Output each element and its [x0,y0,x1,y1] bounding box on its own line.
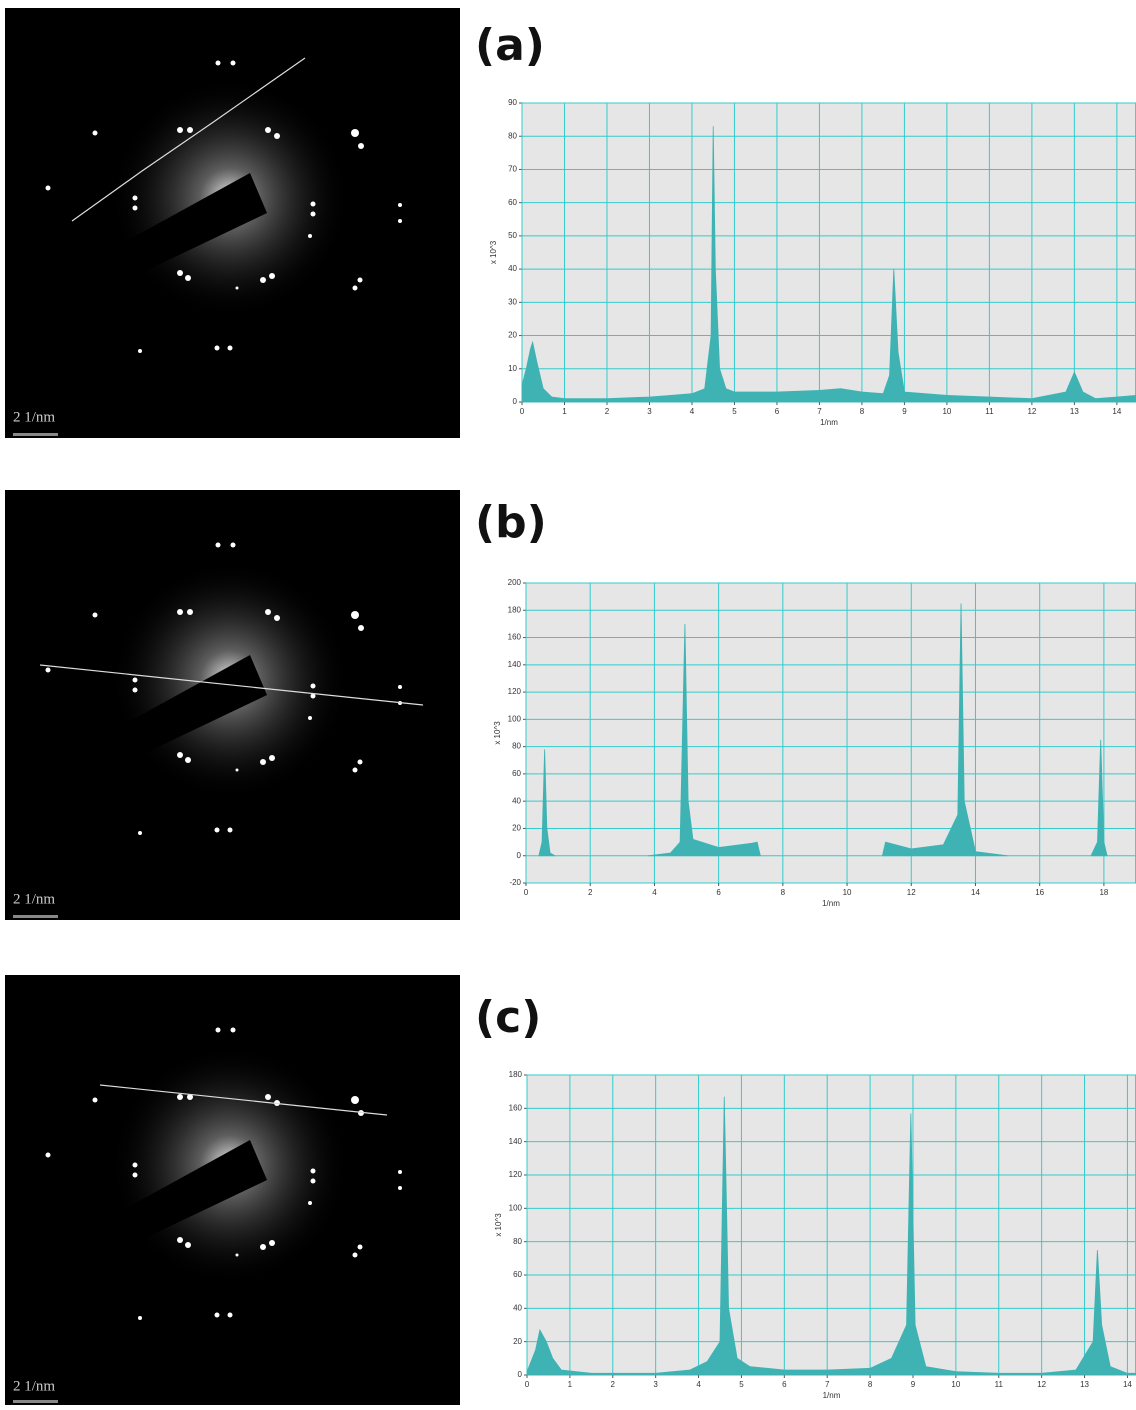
x-tick-label: 10 [942,407,951,416]
profile-area [526,1096,1136,1376]
y-axis-label: x 10^3 [493,721,502,745]
x-tick-label: 12 [1037,1380,1046,1389]
y-axis-label: x 10^3 [489,240,498,264]
y-tick-label: 70 [508,165,517,174]
y-axis-label: x 10^3 [494,1213,503,1237]
y-tick-label: 120 [509,1170,523,1179]
x-tick-label: 8 [868,1380,873,1389]
y-tick-label: 0 [513,397,518,406]
plot-area [521,102,1136,403]
x-tick-label: 5 [739,1380,744,1389]
y-tick-label: 20 [512,824,521,833]
x-tick-label: 2 [605,407,610,416]
y-tick-label: 120 [508,687,522,696]
x-tick-label: 1 [562,407,567,416]
y-tick-label: 160 [508,633,522,642]
y-tick-label: 60 [513,1270,522,1279]
x-tick-label: 11 [995,1380,1004,1389]
plot-area [526,1074,1136,1376]
y-tick-label: 100 [509,1203,523,1212]
x-tick-label: 9 [902,407,907,416]
y-tick-label: 20 [513,1337,522,1346]
y-tick-label: 200 [508,578,522,587]
y-tick-label: 60 [508,198,517,207]
x-tick-label: 8 [860,407,865,416]
x-tick-label: 13 [1070,407,1079,416]
profile-area [538,603,1108,857]
y-tick-label: 10 [508,364,517,373]
x-tick-label: 14 [1123,1380,1132,1389]
x-tick-label: 6 [782,1380,787,1389]
y-tick-label: 40 [513,1303,522,1312]
x-tick-label: 4 [652,888,657,897]
y-tick-label: 80 [513,1237,522,1246]
y-tick-label: 20 [508,331,517,340]
x-axis-label: 1/nm [820,418,838,427]
y-tick-label: 140 [508,660,522,669]
x-tick-label: 12 [907,888,916,897]
x-tick-label: 14 [971,888,980,897]
x-axis-label: 1/nm [822,899,840,908]
x-axis-label: 1/nm [823,1391,841,1400]
y-tick-label: 60 [512,769,521,778]
scale-label: 2 1/nm [13,891,55,907]
y-tick-label: 180 [509,1070,523,1079]
panel-label: (c) [475,992,541,1043]
saed-image: 2 1/nm [5,975,460,1405]
panel-label: (b) [475,497,547,548]
x-tick-label: 2 [588,888,593,897]
x-tick-label: 3 [647,407,652,416]
y-tick-label: 100 [508,714,522,723]
profile-area [521,126,1136,403]
x-tick-label: 6 [716,888,721,897]
saed-image: 2 1/nm [5,8,460,438]
x-tick-label: 6 [775,407,780,416]
x-tick-label: 0 [520,407,525,416]
x-tick-label: 4 [690,407,695,416]
x-tick-label: 2 [611,1380,616,1389]
x-tick-label: 10 [843,888,852,897]
scale-label: 2 1/nm [13,409,55,425]
y-tick-label: -20 [509,878,521,887]
x-tick-label: 7 [825,1380,830,1389]
x-tick-label: 13 [1080,1380,1089,1389]
y-tick-label: 40 [508,264,517,273]
x-tick-label: 0 [525,1380,530,1389]
x-tick-label: 9 [911,1380,916,1389]
x-tick-label: 1 [568,1380,573,1389]
x-tick-label: 7 [817,407,822,416]
y-tick-label: 50 [508,231,517,240]
y-tick-label: 0 [517,851,522,860]
y-tick-label: 160 [509,1103,523,1112]
x-tick-label: 11 [985,407,994,416]
x-tick-label: 16 [1035,888,1044,897]
x-tick-label: 8 [781,888,786,897]
x-tick-label: 18 [1099,888,1108,897]
scale-label: 2 1/nm [13,1378,55,1394]
x-tick-label: 10 [951,1380,960,1389]
x-tick-label: 4 [696,1380,701,1389]
x-tick-label: 3 [653,1380,658,1389]
x-tick-label: 12 [1027,407,1036,416]
y-tick-label: 180 [508,605,522,614]
panel-label: (a) [475,20,545,71]
y-tick-label: 30 [508,297,517,306]
y-tick-label: 0 [518,1370,523,1379]
saed-image: 2 1/nm [5,490,460,920]
y-tick-label: 80 [508,131,517,140]
y-tick-label: 40 [512,796,521,805]
y-tick-label: 140 [509,1137,523,1146]
x-tick-label: 0 [524,888,529,897]
x-tick-label: 14 [1112,407,1121,416]
y-tick-label: 80 [512,742,521,751]
y-tick-label: 90 [508,98,517,107]
x-tick-label: 5 [732,407,737,416]
plot-area [525,582,1136,884]
